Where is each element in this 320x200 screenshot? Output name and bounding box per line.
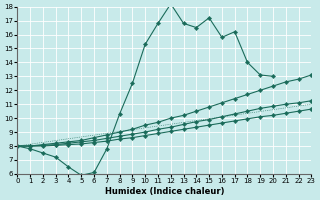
X-axis label: Humidex (Indice chaleur): Humidex (Indice chaleur) bbox=[105, 187, 224, 196]
